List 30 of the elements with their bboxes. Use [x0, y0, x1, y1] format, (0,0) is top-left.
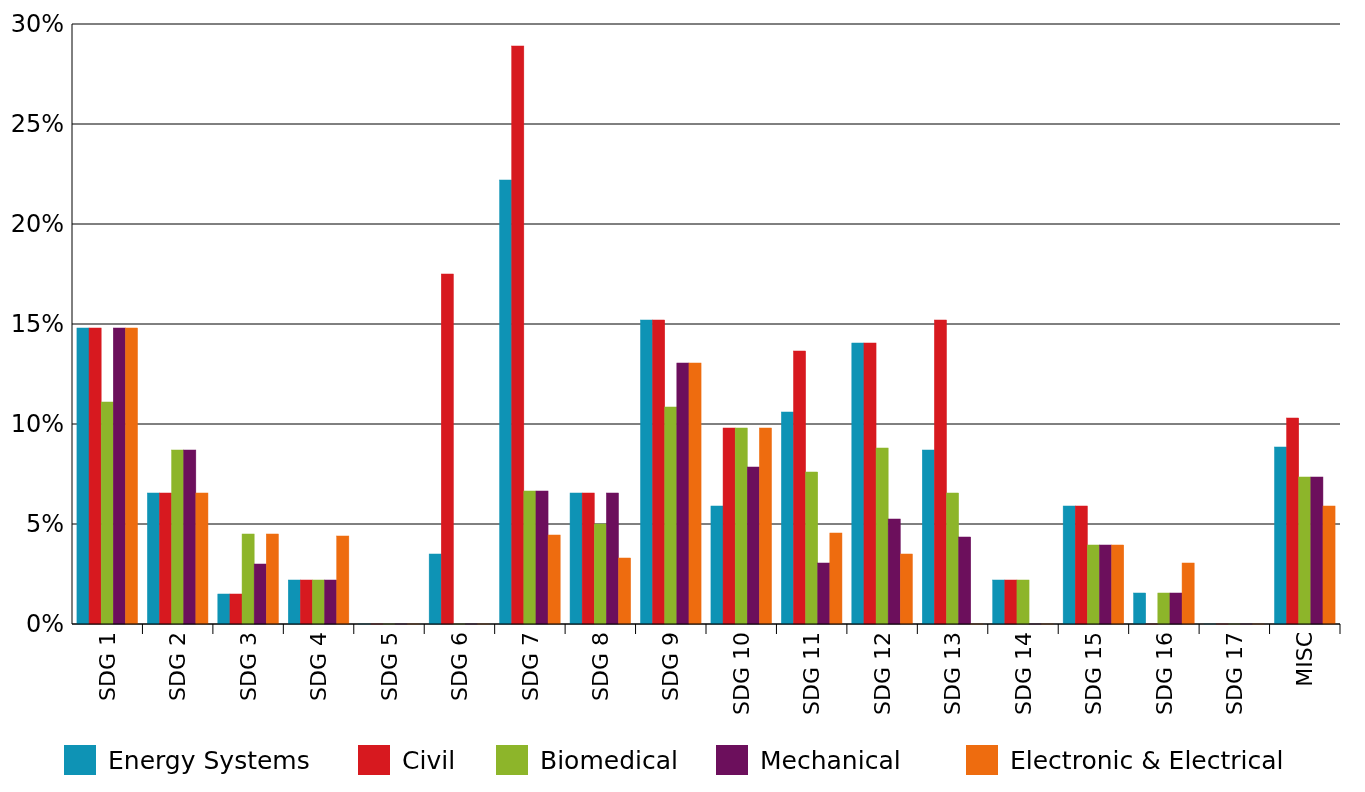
x-tick-label: SDG 11: [799, 632, 825, 715]
x-tick-label: SDG 7: [517, 632, 543, 701]
legend-label: Civil: [402, 745, 456, 775]
x-tick-label: SDG 8: [588, 632, 614, 701]
legend-label: Biomedical: [540, 745, 678, 775]
x-tick-label: SDG 9: [658, 632, 684, 701]
legend-label: Energy Systems: [108, 745, 310, 775]
x-tick-label: SDG 10: [728, 632, 754, 715]
y-tick-label: 15%: [10, 310, 64, 339]
x-tick-label: SDG 16: [1151, 632, 1177, 715]
y-tick-label: 25%: [10, 110, 64, 139]
x-tick-label: SDG 17: [1222, 632, 1248, 715]
x-tick-label: SDG 12: [869, 632, 895, 715]
x-tick-label: SDG 2: [165, 632, 191, 701]
x-tick-label: SDG 3: [235, 632, 261, 701]
x-tick-label: SDG 13: [940, 632, 966, 715]
y-tick-label: 0%: [25, 610, 64, 639]
x-tick-label: SDG 14: [1010, 632, 1036, 715]
x-tick-label: SDG 1: [94, 632, 120, 701]
y-tick-label: 5%: [25, 510, 64, 539]
x-tick-label: SDG 4: [306, 632, 332, 701]
x-tick-label: SDG 5: [376, 632, 402, 701]
x-tick-label: MISC: [1292, 632, 1318, 687]
y-tick-label: 20%: [10, 210, 64, 239]
x-tick-label: SDG 15: [1081, 632, 1107, 715]
y-tick-label: 10%: [10, 410, 64, 439]
y-tick-label: 30%: [10, 10, 64, 39]
legend-label: Electronic & Electrical: [1010, 745, 1284, 775]
x-tick-label: SDG 6: [447, 632, 473, 701]
legend-label: Mechanical: [760, 745, 901, 775]
